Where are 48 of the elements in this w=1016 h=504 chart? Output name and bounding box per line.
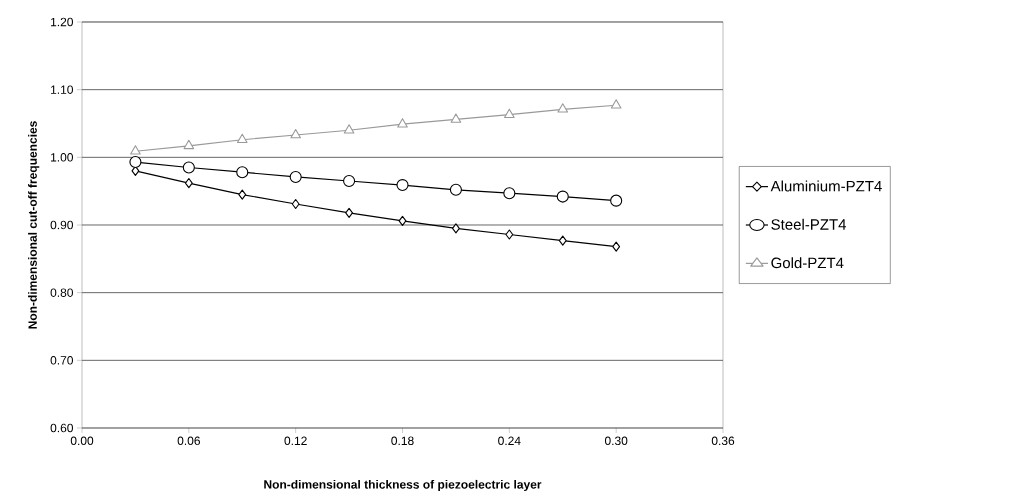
- point: [130, 145, 141, 155]
- legend-label: Aluminium-PZT4: [770, 180, 882, 192]
- point: [397, 118, 408, 128]
- x-tick-label: 0.24: [498, 436, 521, 446]
- point: [183, 139, 195, 150]
- y-axis-title: Non-dimensional cut-off frequencies: [28, 121, 40, 329]
- point: [290, 128, 301, 139]
- x-tick-label: 0.12: [284, 436, 307, 446]
- point: [556, 190, 569, 203]
- point: [289, 170, 302, 183]
- point: [236, 166, 249, 179]
- point: [450, 113, 462, 123]
- point: [504, 108, 515, 118]
- legend-label: Steel-PZT4: [771, 218, 847, 230]
- point: [236, 133, 248, 144]
- y-tick-label: 0.90: [50, 220, 74, 230]
- y-tick-label: 0.70: [50, 356, 74, 365]
- point: [184, 177, 193, 189]
- x-tick-label: 0.36: [711, 436, 735, 446]
- point: [291, 198, 300, 210]
- point: [129, 156, 142, 169]
- x-tick-label: 0.06: [177, 436, 200, 446]
- point: [343, 174, 356, 188]
- y-tick-label: 0.60: [50, 423, 74, 433]
- legend-label: Gold-PZT4: [771, 257, 844, 269]
- point: [452, 223, 460, 234]
- y-tick-label: 0.80: [50, 288, 74, 297]
- x-axis-title: Non-dimensional thickness of piezoelectric layer: [264, 479, 542, 492]
- point: [238, 189, 247, 200]
- x-tick-label: 0.30: [604, 436, 628, 446]
- point: [557, 103, 569, 113]
- point: [503, 187, 516, 200]
- y-tick-label: 1.10: [51, 85, 74, 94]
- point: [398, 215, 407, 226]
- point: [612, 241, 621, 252]
- point: [396, 179, 409, 192]
- point: [345, 207, 354, 218]
- y-tick-label: 1.20: [51, 17, 74, 27]
- point: [610, 194, 623, 207]
- x-tick-label: 0.00: [70, 436, 94, 446]
- x-tick-label: 0.18: [391, 436, 414, 446]
- y-tick-label: 1.00: [51, 153, 74, 162]
- point: [182, 161, 195, 174]
- point: [558, 235, 567, 246]
- point: [449, 183, 462, 196]
- point: [343, 124, 355, 134]
- point: [610, 99, 622, 109]
- point: [505, 229, 514, 240]
